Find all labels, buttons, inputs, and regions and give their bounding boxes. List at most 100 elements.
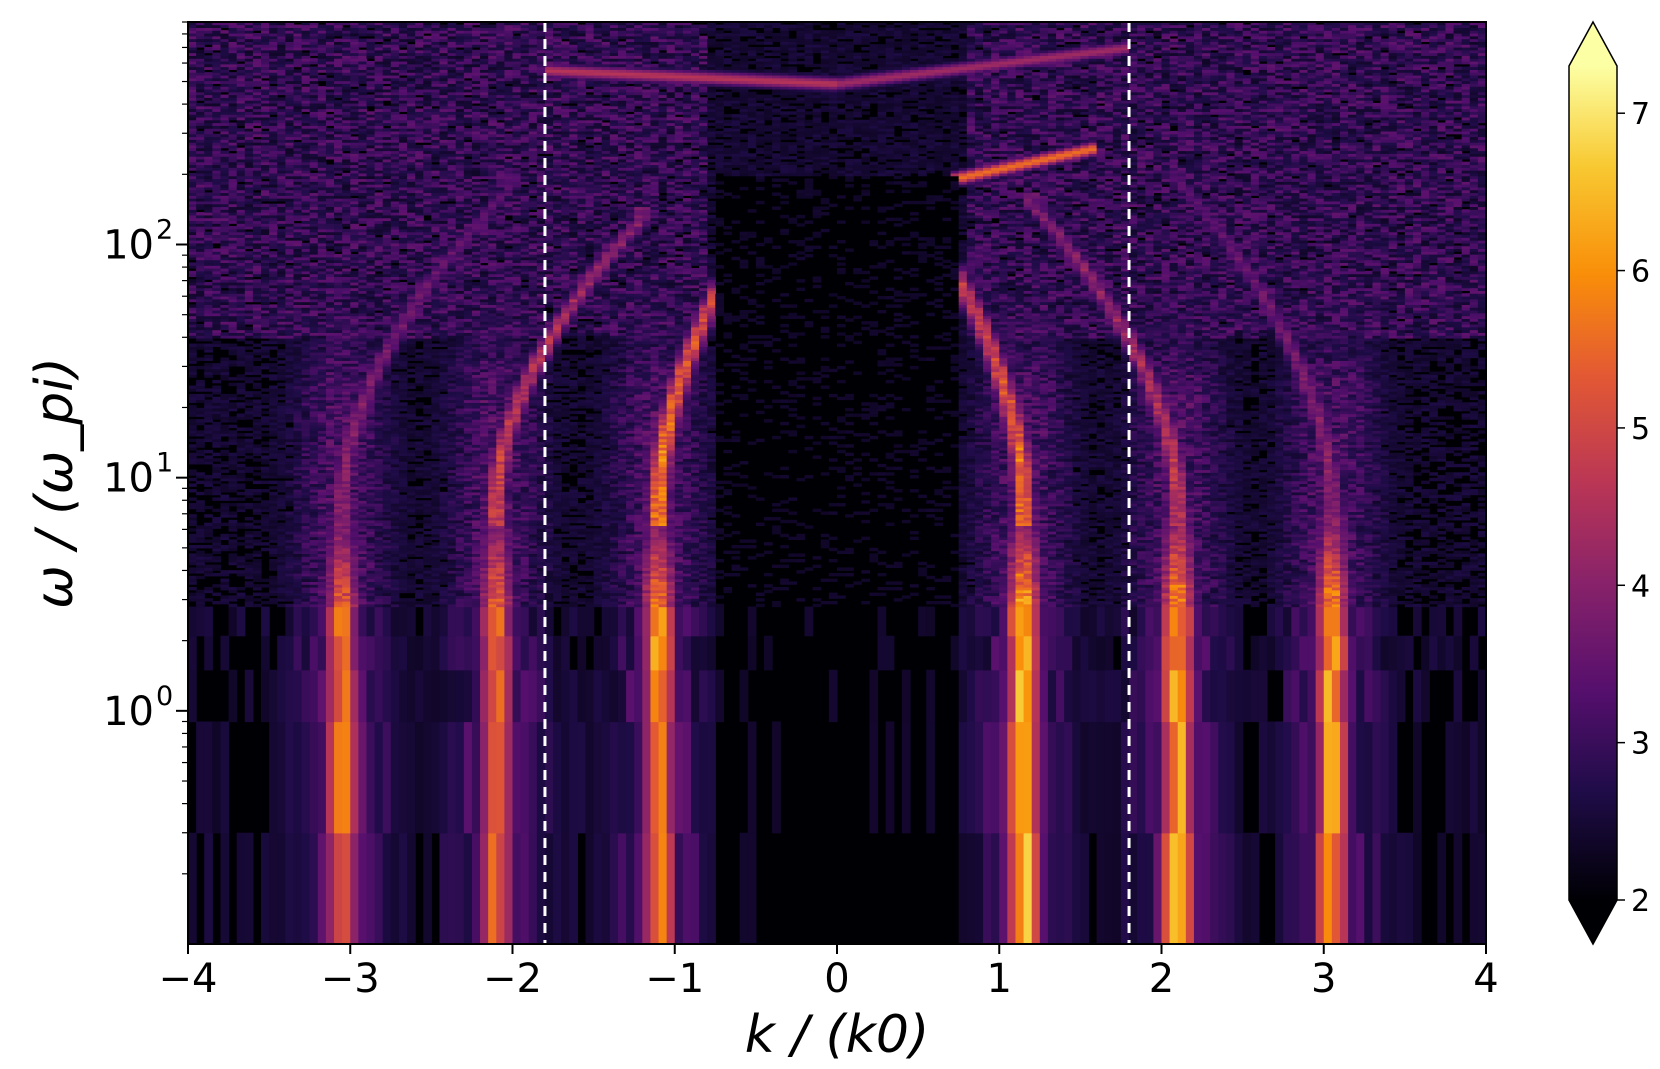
heatmap-cell: [423, 545, 432, 548]
heatmap-cell: [318, 607, 327, 637]
heatmap-cell: [878, 562, 887, 565]
heatmap-cell: [212, 593, 221, 596]
heatmap-cell: [1332, 833, 1341, 945]
heatmap-cell: [439, 670, 448, 722]
heatmap-cell: [1372, 833, 1381, 945]
heatmap-cell: [285, 636, 294, 671]
heatmap-cell: [837, 573, 846, 576]
heatmap-cell: [780, 579, 789, 582]
heatmap-cell: [358, 636, 367, 671]
heatmap-cell: [220, 534, 229, 537]
heatmap-cell: [675, 670, 684, 722]
heatmap-cell: [829, 537, 838, 540]
heatmap-cell: [496, 722, 505, 834]
heatmap-cell: [188, 670, 197, 722]
heatmap-cell: [253, 539, 262, 542]
heatmap-cell: [1405, 537, 1414, 540]
heatmap-cell: [1381, 670, 1390, 722]
heatmap-cell: [366, 722, 375, 834]
heatmap-cell: [1445, 511, 1454, 514]
heatmap-cell: [350, 636, 359, 671]
heatmap-cell: [1389, 722, 1398, 834]
heatmap-cell: [1437, 570, 1446, 573]
heatmap-cell: [723, 523, 732, 526]
heatmap-cell: [399, 562, 408, 565]
heatmap-cell: [586, 607, 595, 637]
heatmap-cell: [196, 590, 205, 593]
heatmap-cell: [577, 598, 586, 601]
heatmap-cell: [188, 593, 197, 596]
heatmap-cell: [334, 636, 343, 671]
heatmap-cell: [1088, 514, 1097, 517]
heatmap-cell: [439, 607, 448, 637]
heatmap-cell: [1243, 587, 1252, 590]
heatmap-cell: [277, 523, 286, 526]
heatmap-cell: [577, 576, 586, 579]
heatmap-cell: [764, 551, 773, 554]
heatmap-cell: [829, 601, 838, 604]
heatmap-cell: [642, 670, 651, 722]
heatmap-cell: [1007, 607, 1016, 637]
heatmap-cell: [415, 601, 424, 604]
heatmap-cell: [667, 607, 676, 637]
heatmap-cell: [1064, 607, 1073, 637]
heatmap-cell: [618, 607, 627, 637]
heatmap-cell: [1137, 636, 1146, 671]
heatmap-cell: [1291, 670, 1300, 722]
heatmap-cell: [886, 587, 895, 590]
heatmap-cell: [975, 833, 984, 945]
heatmap-cell: [983, 722, 992, 834]
heatmap-cell: [1413, 584, 1422, 587]
heatmap-cell: [1405, 579, 1414, 582]
heatmap-cell: [204, 539, 213, 542]
heatmap-cell: [837, 567, 846, 570]
heatmap-cell: [253, 551, 262, 554]
heatmap-cell: [1170, 607, 1179, 637]
heatmap-cell: [1040, 833, 1049, 945]
heatmap-cell: [602, 833, 611, 945]
heatmap-cell: [1389, 523, 1398, 526]
heatmap-cell: [399, 670, 408, 722]
heatmap-cell: [204, 607, 213, 637]
heatmap-cell: [1429, 581, 1438, 584]
heatmap-cell: [1235, 636, 1244, 671]
heatmap-cell: [1251, 590, 1260, 593]
heatmap-cell: [423, 567, 432, 570]
heatmap-cell: [1251, 601, 1260, 604]
heatmap-cell: [1097, 833, 1106, 945]
heatmap-cell: [456, 833, 465, 945]
heatmap-cell: [1437, 531, 1446, 534]
heatmap-cell: [253, 584, 262, 587]
heatmap-cell: [829, 548, 838, 551]
heatmap-cell: [269, 559, 278, 562]
heatmap-cell: [764, 542, 773, 545]
heatmap-cell: [1437, 537, 1446, 540]
heatmap-cell: [407, 670, 416, 722]
heatmap-cell: [1299, 670, 1308, 722]
heatmap-cell: [1324, 636, 1333, 671]
heatmap-cell: [942, 595, 951, 598]
heatmap-cell: [204, 506, 213, 509]
heatmap-cell: [683, 636, 692, 671]
heatmap-cell: [805, 607, 814, 637]
heatmap-cell: [707, 520, 716, 523]
heatmap-cell: [772, 517, 781, 520]
heatmap-cell: [488, 722, 497, 834]
heatmap-cell: [1097, 607, 1106, 637]
heatmap-cell: [569, 539, 578, 542]
heatmap-cell: [366, 607, 375, 637]
heatmap-cell: [212, 537, 221, 540]
heatmap-cell: [894, 598, 903, 601]
heatmap-cell: [1462, 551, 1471, 554]
heatmap-cell: [1243, 511, 1252, 514]
heatmap-cell: [1080, 584, 1089, 587]
heatmap-cell: [513, 722, 522, 834]
heatmap-cell: [285, 670, 294, 722]
heatmap-cell: [1080, 601, 1089, 604]
heatmap-cell: [1113, 590, 1122, 593]
heatmap-cell: [1470, 598, 1479, 601]
heatmap-cell: [813, 598, 822, 601]
heatmap-cell: [1210, 722, 1219, 834]
heatmap-cell: [1413, 539, 1422, 542]
heatmap-cell: [1340, 636, 1349, 671]
